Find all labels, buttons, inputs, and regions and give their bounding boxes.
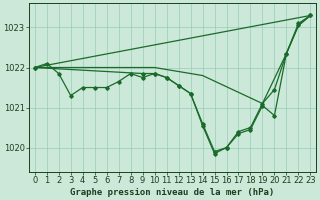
X-axis label: Graphe pression niveau de la mer (hPa): Graphe pression niveau de la mer (hPa)	[70, 188, 275, 197]
